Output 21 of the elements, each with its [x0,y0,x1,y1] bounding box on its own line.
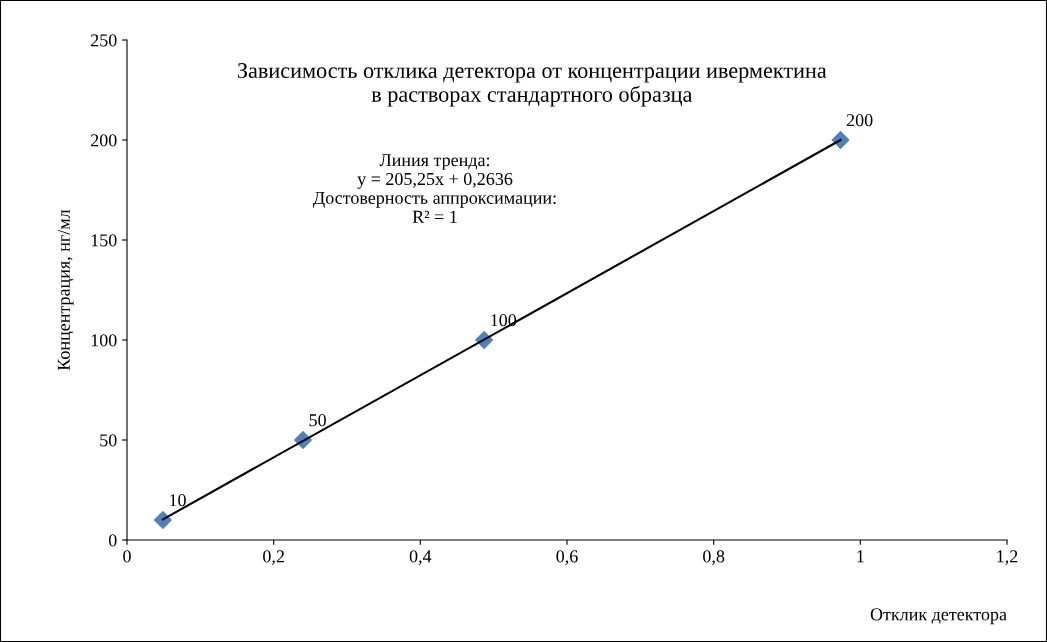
y-tick-label: 0 [108,534,117,547]
x-tick-label: 0,6 [556,550,578,566]
data-label: 50 [309,414,326,427]
y-tick-label: 50 [100,434,117,447]
x-axis-title: Отклик детектора [870,608,1007,625]
annotation: Линия тренда: y = 205,25x + 0,2636 Достоверность аппроксимации: R² = 1 [313,154,556,223]
y-axis-title: Концентрация, нг/мл [57,209,74,371]
text: Зависимость отклика детектора от концентрации ивермектина в растворах стандартного образца [237,63,827,107]
y-tick-label: 250 [90,34,117,47]
x-tick-label: 0 [123,550,131,563]
data-label: 10 [170,494,186,507]
x-tick-label: 1,2 [997,550,1018,566]
data-label: 100 [491,314,517,327]
y-tick-label: 200 [90,134,117,147]
x-tick-label: 0,8 [703,550,725,566]
x-tick-label: 0,2 [263,550,284,566]
y-tick-label: 150 [91,234,117,247]
data-label: 200 [846,114,873,127]
y-tick-label: 100 [91,334,117,347]
x-tick-label: 1 [857,550,864,563]
x-tick-label: 0,4 [409,550,432,566]
